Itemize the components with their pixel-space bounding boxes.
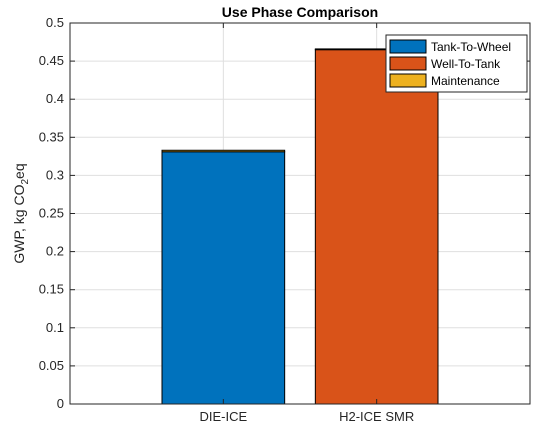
y-axis-label-subscript: 2 (20, 179, 31, 185)
bar-segment (314, 49, 439, 405)
y-axis-label-main: GWP, kg CO (11, 184, 27, 263)
bar-segment (161, 151, 286, 405)
y-axis-label-tail: eq (11, 163, 27, 179)
y-tick-label: 0.35 (39, 129, 64, 144)
y-tick-label: 0.2 (46, 244, 64, 259)
legend-swatch (389, 73, 427, 88)
y-tick-label: 0 (57, 396, 64, 411)
y-tick-label: 0.4 (46, 91, 64, 106)
legend-swatch (389, 39, 427, 54)
legend-swatch (389, 56, 427, 71)
x-axis-ticks: DIE-ICE H2-ICE SMR (199, 23, 414, 424)
y-tick-label: 0.5 (46, 15, 64, 30)
y-tick-label: 0.45 (39, 53, 64, 68)
x-tick-label: H2-ICE SMR (339, 409, 414, 424)
legend-entry: Maintenance (431, 74, 500, 88)
y-tick-label: 0.3 (46, 167, 64, 182)
y-axis-ticks: 0 0.05 0.1 0.15 0.2 0.25 0.3 0.35 0.4 0.45 0.5 (39, 15, 530, 411)
y-tick-label: 0.1 (46, 320, 64, 335)
legend-entry: Tank-To-Wheel (431, 40, 511, 54)
y-tick-label: 0.25 (39, 206, 64, 221)
bars (161, 48, 439, 405)
legend: Tank-To-Wheel Well-To-Tank Maintenance (385, 34, 528, 93)
x-tick-label: DIE-ICE (199, 409, 247, 424)
chart-title: Use Phase Comparison (222, 4, 378, 20)
y-axis-label: GWP, kg CO2eq (11, 163, 31, 263)
legend-entry: Well-To-Tank (431, 57, 501, 71)
y-tick-label: 0.15 (39, 282, 64, 297)
y-tick-label: 0.05 (39, 358, 64, 373)
bar-segment (161, 149, 286, 153)
